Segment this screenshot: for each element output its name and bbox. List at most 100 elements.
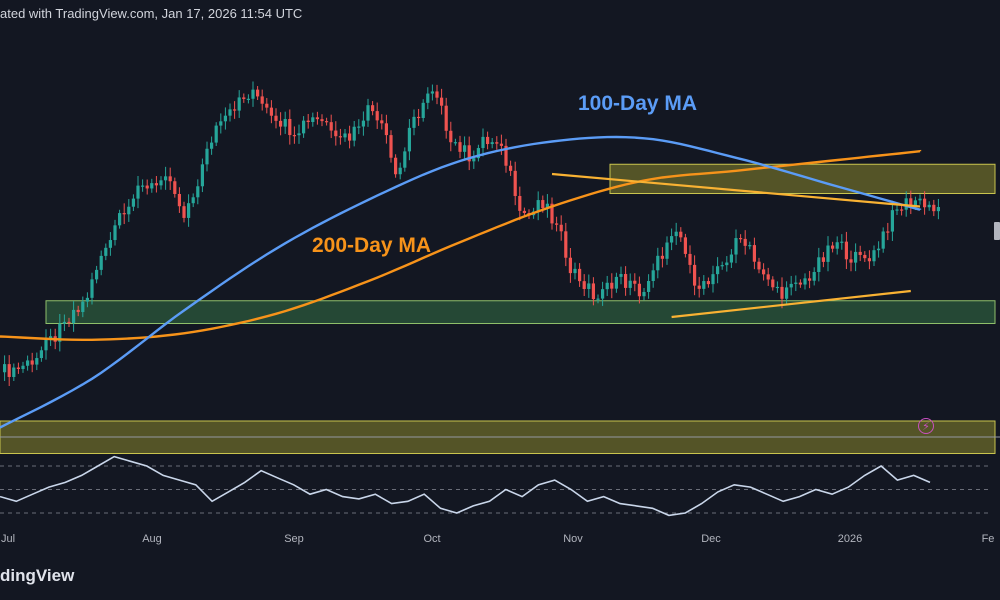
candle-body <box>481 136 485 149</box>
candle-body <box>384 123 388 136</box>
candle-body <box>895 209 899 211</box>
candle-body <box>95 269 99 280</box>
candle-body <box>518 195 522 211</box>
candle-body <box>242 97 246 99</box>
candle-body <box>421 102 425 118</box>
trendline-ascending <box>671 289 911 319</box>
candle-body <box>338 136 342 138</box>
candle-body <box>748 245 752 247</box>
candle-body <box>150 183 154 189</box>
candle-body <box>913 200 917 207</box>
candle-body <box>173 181 177 194</box>
candle-body <box>872 250 876 262</box>
candle-body <box>601 289 605 299</box>
candle-body <box>573 268 577 274</box>
candle-body <box>762 269 766 275</box>
candle-body <box>476 148 480 159</box>
candle-body <box>716 266 720 275</box>
candle-body <box>831 245 835 249</box>
trendlines <box>551 172 921 319</box>
candle-body <box>660 255 664 259</box>
candle-body <box>706 281 710 285</box>
candle-body <box>794 282 798 284</box>
candle-body <box>890 210 894 232</box>
candle-body <box>720 265 724 267</box>
candle-body <box>697 285 701 289</box>
candle-body <box>863 254 867 259</box>
candle-body <box>131 198 135 207</box>
candle-body <box>729 254 733 263</box>
candle-body <box>352 126 356 141</box>
candle-body <box>315 117 319 120</box>
candle-body <box>274 115 278 121</box>
candle-body <box>444 105 448 131</box>
candle-body <box>711 274 715 285</box>
candle-body <box>44 338 48 351</box>
candle-body <box>670 236 674 243</box>
candle-body <box>389 135 393 158</box>
candle-body <box>665 242 669 259</box>
candle-body <box>587 283 591 289</box>
candle-body <box>26 360 30 366</box>
candle-body <box>122 213 126 215</box>
candle-body <box>637 283 641 297</box>
candle-body <box>187 203 191 218</box>
candle-body <box>72 309 76 324</box>
candle-body <box>99 255 103 270</box>
candle-body <box>674 231 678 237</box>
month-label: Aug <box>142 533 162 545</box>
candle-body <box>39 350 43 359</box>
candle-body <box>366 105 370 121</box>
candle-body <box>522 210 526 214</box>
candle-body <box>596 298 600 300</box>
candle-body <box>582 281 586 289</box>
candle-body <box>858 251 862 255</box>
time-axis: Jul Aug Sep Oct Nov Dec 2026 Fe <box>1 533 994 545</box>
candle-body <box>223 115 227 122</box>
candle-body <box>361 120 365 127</box>
candle-body <box>449 130 453 143</box>
candle-body <box>440 97 444 106</box>
rsi-line <box>0 455 931 517</box>
candle-body <box>104 247 108 256</box>
candle-body <box>67 321 71 324</box>
candle-body <box>821 257 825 262</box>
candle-body <box>472 158 476 162</box>
candle-body <box>656 255 660 271</box>
candle-body <box>877 248 881 251</box>
ma100-line <box>0 135 922 429</box>
candle-body <box>311 117 315 123</box>
candle-body <box>817 257 821 272</box>
candle-body <box>182 206 186 218</box>
ma100-label: 100-Day MA <box>578 92 698 115</box>
candle-body <box>886 231 890 233</box>
month-label: Jul <box>1 533 15 545</box>
candle-body <box>141 185 145 187</box>
candle-body <box>619 274 623 277</box>
candle-body <box>757 261 761 270</box>
candle-body <box>136 185 140 199</box>
candle-body <box>628 280 632 288</box>
candle-body <box>550 203 554 224</box>
lightning-icon[interactable]: ⚡ <box>918 418 934 434</box>
candle-body <box>398 167 402 175</box>
candle-body <box>932 204 936 212</box>
candle-body <box>614 276 618 289</box>
price-scale-handle[interactable] <box>994 222 1000 240</box>
candle-body <box>610 282 614 289</box>
candle-body <box>435 91 439 98</box>
candle-body <box>108 240 112 248</box>
candle-body <box>3 364 7 373</box>
candle-body <box>486 136 490 145</box>
candle-body <box>76 309 80 313</box>
candle-body <box>633 280 637 284</box>
zones <box>0 163 996 454</box>
candle-body <box>854 251 858 263</box>
candle-body <box>7 364 11 377</box>
candle-body <box>624 274 628 288</box>
candle-body <box>375 111 379 121</box>
candle-body <box>430 91 434 94</box>
candle-body <box>688 253 692 265</box>
candle-body <box>808 278 812 281</box>
